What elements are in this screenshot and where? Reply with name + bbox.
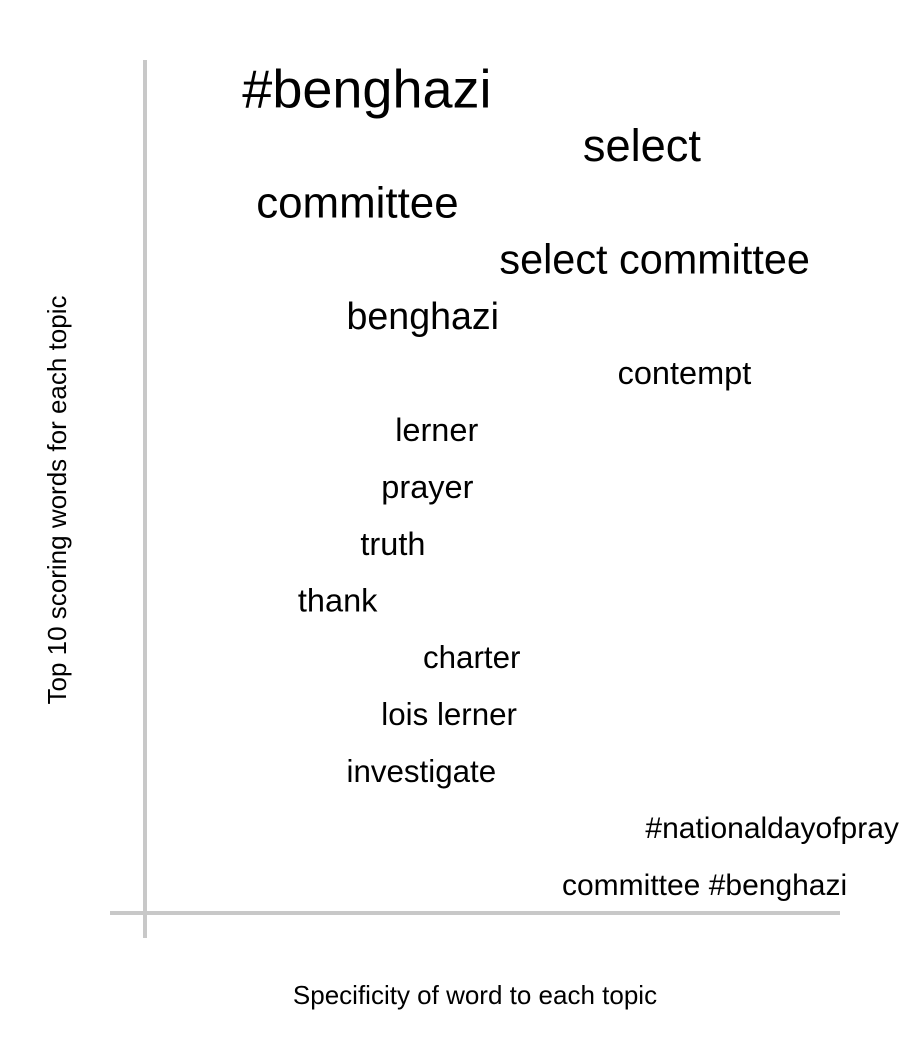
- word-label: lerner: [395, 412, 478, 448]
- word-label: benghazi: [347, 295, 500, 337]
- y-axis-title: Top 10 scoring words for each topic: [42, 296, 72, 705]
- word-label: committee #benghazi: [562, 869, 847, 902]
- word-label: prayer: [381, 469, 473, 505]
- word-label: investigate: [347, 754, 497, 789]
- x-axis-title: Specificity of word to each topic: [293, 980, 657, 1010]
- word-marks: #benghazi select committee select committee…: [242, 59, 900, 902]
- word-label: select committee: [499, 237, 810, 283]
- word-label: truth: [360, 526, 425, 562]
- word-label: thank: [298, 583, 378, 619]
- word-label: committee: [256, 179, 458, 228]
- word-label: select: [583, 120, 701, 171]
- word-label: #nationaldayofprayer: [645, 812, 900, 845]
- word-label: lois lerner: [381, 697, 517, 732]
- word-label: contempt: [618, 355, 752, 391]
- word-label: #benghazi: [242, 59, 491, 119]
- word-label: charter: [423, 640, 520, 675]
